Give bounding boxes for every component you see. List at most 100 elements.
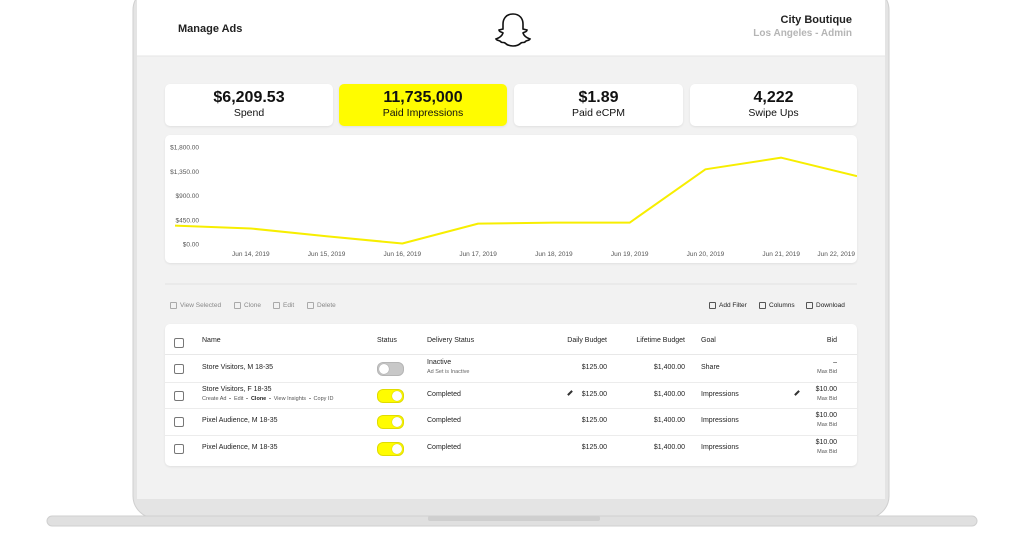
bid-note: Max Bid xyxy=(817,395,837,402)
table-card: Name Status Delivery Status Daily Budget Lif… xyxy=(165,324,857,466)
row-action[interactable]: View Insights xyxy=(273,395,307,402)
y-tick-label: $900.00 xyxy=(176,193,200,200)
delivery-status: Completed xyxy=(427,443,461,451)
toolbar-label: Clone xyxy=(244,302,261,309)
toolbar-icon xyxy=(759,302,766,309)
kpi-label: Paid Impressions xyxy=(382,107,464,119)
kpi-card[interactable]: $1.89 Paid eCPM xyxy=(514,84,683,126)
bid-note: Max Bid xyxy=(817,448,837,455)
lifetime-budget: $1,400.00 xyxy=(653,417,685,424)
toolbar-icon xyxy=(806,302,813,309)
kpi-value: 11,735,000 xyxy=(383,89,463,106)
lifetime-budget: $1,400.00 xyxy=(653,390,685,398)
account-name: City Boutique xyxy=(780,14,853,26)
x-tick-label: Jun 17, 2019 xyxy=(459,251,497,258)
toggle-knob xyxy=(392,417,402,427)
ghost-logo xyxy=(494,13,532,47)
toolbar-icon xyxy=(234,302,241,309)
row-action[interactable]: Create Ad xyxy=(202,395,227,402)
delivery-status: Inactive xyxy=(427,359,452,366)
toolbar-button[interactable]: Add Filter xyxy=(709,302,747,309)
toolbar-icon xyxy=(170,302,177,309)
column-header: Name xyxy=(202,337,221,344)
line-series xyxy=(174,156,858,245)
kpi-label: Paid eCPM xyxy=(571,107,626,119)
row-action[interactable]: Clone xyxy=(250,395,267,402)
bid-note: Max Bid xyxy=(817,422,837,428)
daily-budget: $125.00 xyxy=(581,417,607,424)
row-action[interactable]: Copy ID xyxy=(313,395,334,402)
daily-budget: $125.00 xyxy=(581,364,607,371)
status-toggle[interactable] xyxy=(377,362,404,376)
kpi-label: Swipe Ups xyxy=(748,107,799,119)
status-toggle[interactable] xyxy=(377,388,404,403)
row-divider xyxy=(165,381,857,383)
checkbox[interactable] xyxy=(174,338,184,348)
toolbar-label: Delete xyxy=(317,302,336,309)
y-tick-label: $450.00 xyxy=(176,217,200,224)
toggle-knob xyxy=(379,364,389,374)
kpi-value: 4,222 xyxy=(753,89,794,106)
row-actions: Create Ad Edit Clone View Insights Copy ID xyxy=(202,396,333,402)
bid: – xyxy=(833,359,837,366)
status-toggle[interactable] xyxy=(377,415,404,429)
toggle-knob xyxy=(392,443,402,454)
edit-icon[interactable] xyxy=(794,389,800,396)
x-tick-label: Jun 20, 2019 xyxy=(687,251,725,258)
checkbox[interactable] xyxy=(174,417,184,427)
kpi-value: $1.89 xyxy=(578,89,619,106)
y-tick-label: $0.00 xyxy=(183,242,200,249)
goal: Impressions xyxy=(701,390,739,398)
column-header: Status xyxy=(377,337,397,344)
edit-icon[interactable] xyxy=(567,389,573,396)
x-tick-label: Jun 16, 2019 xyxy=(384,251,422,258)
separator-dot xyxy=(269,397,271,400)
chart: $0.00 $450.00 $900.00 $1,350.00 $1,800.00 Jun… xyxy=(170,145,858,258)
toolbar-icon xyxy=(709,302,716,309)
x-tick-label: Jun 19, 2019 xyxy=(611,251,649,258)
checkbox[interactable] xyxy=(174,443,184,454)
row-name: Pixel Audience, M 18-35 xyxy=(202,417,278,424)
x-tick-label: Jun 15, 2019 xyxy=(308,251,346,258)
status-toggle[interactable] xyxy=(377,441,404,456)
toolbar-button[interactable]: Columns xyxy=(759,302,795,309)
daily-budget: $125.00 xyxy=(581,443,607,451)
toolbar-label: Add Filter xyxy=(719,302,747,309)
separator-dot xyxy=(229,397,231,400)
toolbar-button[interactable]: Delete xyxy=(307,302,336,309)
goal: Impressions xyxy=(701,417,739,424)
toolbar-button[interactable]: Clone xyxy=(234,302,261,309)
kpi-card[interactable]: 11,735,000 Paid Impressions xyxy=(339,84,507,126)
column-header: Bid xyxy=(826,337,837,344)
delivery-note: Ad Set is Inactive xyxy=(427,369,470,375)
separator-dot xyxy=(309,397,311,400)
row-action[interactable]: Edit xyxy=(233,395,244,402)
toolbar-button[interactable]: Edit xyxy=(273,302,294,309)
row-divider xyxy=(165,434,857,436)
kpi-card[interactable]: $6,209.53 Spend xyxy=(165,84,333,126)
bid: $10.00 xyxy=(815,438,837,446)
toggle-knob xyxy=(392,390,402,401)
kpi-card[interactable]: 4,222 Swipe Ups xyxy=(690,84,857,126)
row-name: Store Visitors, M 18-35 xyxy=(202,364,274,371)
kpi-value: $6,209.53 xyxy=(213,89,285,106)
toolbar-label: Download xyxy=(816,302,845,309)
toolbar-button[interactable]: Download xyxy=(806,302,845,309)
toolbar-label: View Selected xyxy=(180,302,222,309)
delivery-status: Completed xyxy=(427,417,461,424)
toolbar-label: Edit xyxy=(283,302,295,309)
column-header: Goal xyxy=(701,337,716,344)
checkbox[interactable] xyxy=(174,364,184,374)
toolbar-label: Columns xyxy=(769,302,795,309)
column-header: Lifetime Budget xyxy=(636,337,685,344)
y-tick-label: $1,800.00 xyxy=(170,145,199,152)
checkbox[interactable] xyxy=(174,390,184,401)
x-tick-label: Jun 22, 2019 xyxy=(817,251,855,258)
x-tick-label: Jun 14, 2019 xyxy=(232,251,270,258)
x-tick-label: Jun 21, 2019 xyxy=(762,251,800,258)
bid: $10.00 xyxy=(815,385,837,393)
toolbar-button[interactable]: View Selected xyxy=(170,302,221,309)
daily-budget: $125.00 xyxy=(581,390,607,398)
column-header: Daily Budget xyxy=(567,337,607,344)
